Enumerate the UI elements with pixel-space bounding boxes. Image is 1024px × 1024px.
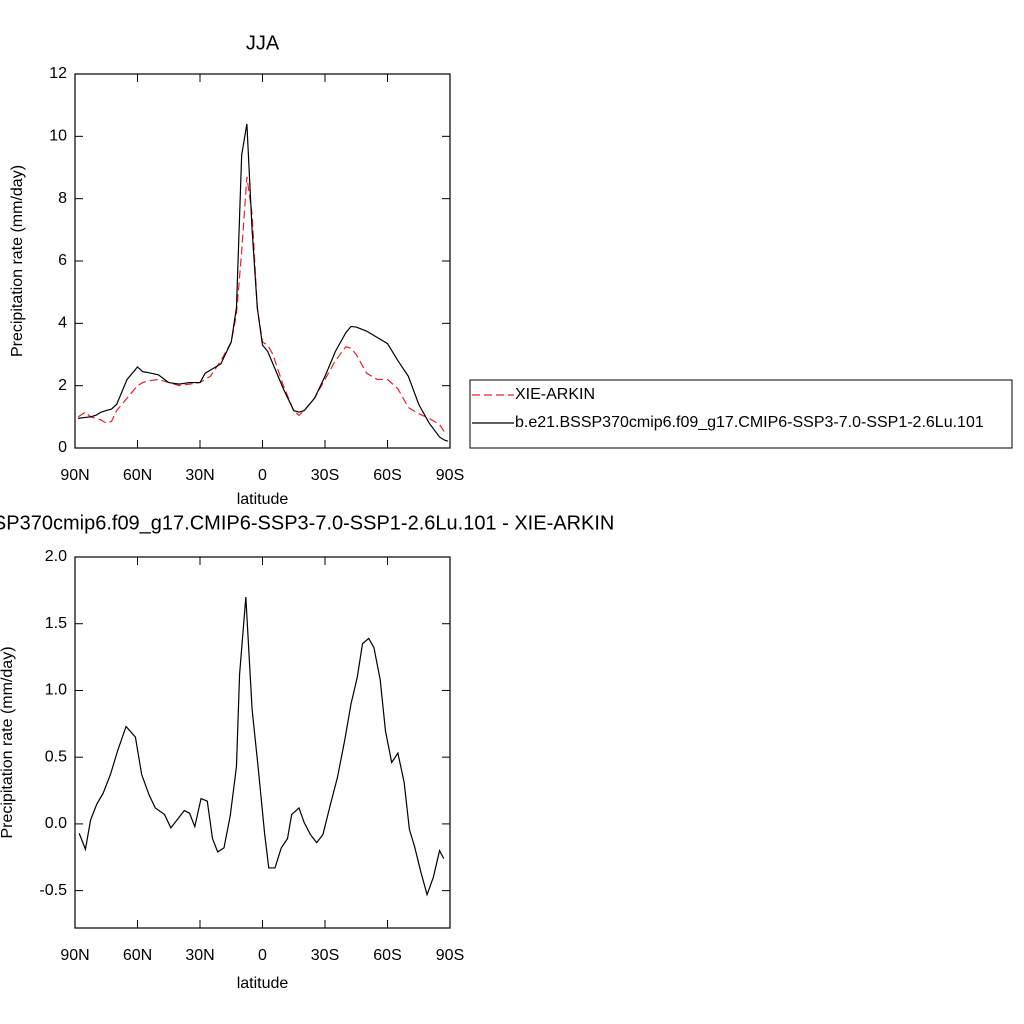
x-axis-label: latitude <box>237 975 289 992</box>
chart: b.e21.BSSP370cmip6.f09_g17.CMIP6-SSP3-7.… <box>0 512 614 992</box>
y-tick-label: 4 <box>58 315 67 332</box>
chart-title: JJA <box>246 32 280 54</box>
y-tick-label: 10 <box>49 128 67 145</box>
y-tick-label: 2 <box>58 377 67 394</box>
y-tick-label: 2.0 <box>45 548 67 565</box>
data-line <box>78 123 449 442</box>
y-tick-label: 0 <box>58 439 67 456</box>
plot-frame <box>74 73 451 449</box>
x-tick-label: 60N <box>123 947 152 964</box>
y-tick-label: 1.5 <box>45 615 67 632</box>
y-axis-label: Precipitation rate (mm/day) <box>9 165 26 357</box>
y-tick-label: 1.0 <box>45 682 67 699</box>
x-tick-label: 60S <box>373 947 401 964</box>
legend: XIE-ARKIN b.e21.BSSP370cmip6.f09_g17.CMIP… <box>469 379 1013 449</box>
chart-title: b.e21.BSSP370cmip6.f09_g17.CMIP6-SSP3-7.… <box>0 512 614 534</box>
legend-label: XIE-ARKIN <box>515 386 595 403</box>
x-tick-label: 90S <box>436 467 464 484</box>
chart: JJA latitude Precipitation rate (mm/day) 90… <box>9 32 464 508</box>
x-tick-label: 0 <box>258 467 267 484</box>
y-tick-label: 0.0 <box>45 815 67 832</box>
x-tick-label: 0 <box>258 947 267 964</box>
legend-label: b.e21.BSSP370cmip6.f09_g17.CMIP6-SSP3-7.… <box>515 414 984 431</box>
x-tick-label: 30S <box>311 467 339 484</box>
y-tick-label: 8 <box>58 190 67 207</box>
y-tick-label: -0.5 <box>39 882 67 899</box>
x-tick-label: 30S <box>311 947 339 964</box>
y-axis-label: Precipitation rate (mm/day) <box>0 646 16 838</box>
y-tick-label: 6 <box>58 252 67 269</box>
x-tick-label: 60S <box>373 467 401 484</box>
legend-frame <box>469 379 1013 449</box>
y-tick-label: 12 <box>49 65 67 82</box>
x-tick-label: 90S <box>436 947 464 964</box>
data-line <box>78 596 445 897</box>
data-line <box>77 176 449 434</box>
x-tick-label: 60N <box>123 467 152 484</box>
x-tick-label: 90N <box>60 947 89 964</box>
y-tick-label: 0.5 <box>45 748 67 765</box>
x-axis-label: latitude <box>237 491 289 508</box>
x-tick-label: 30N <box>185 467 214 484</box>
plot-frame <box>74 556 451 929</box>
x-tick-label: 90N <box>60 467 89 484</box>
x-tick-label: 30N <box>185 947 214 964</box>
